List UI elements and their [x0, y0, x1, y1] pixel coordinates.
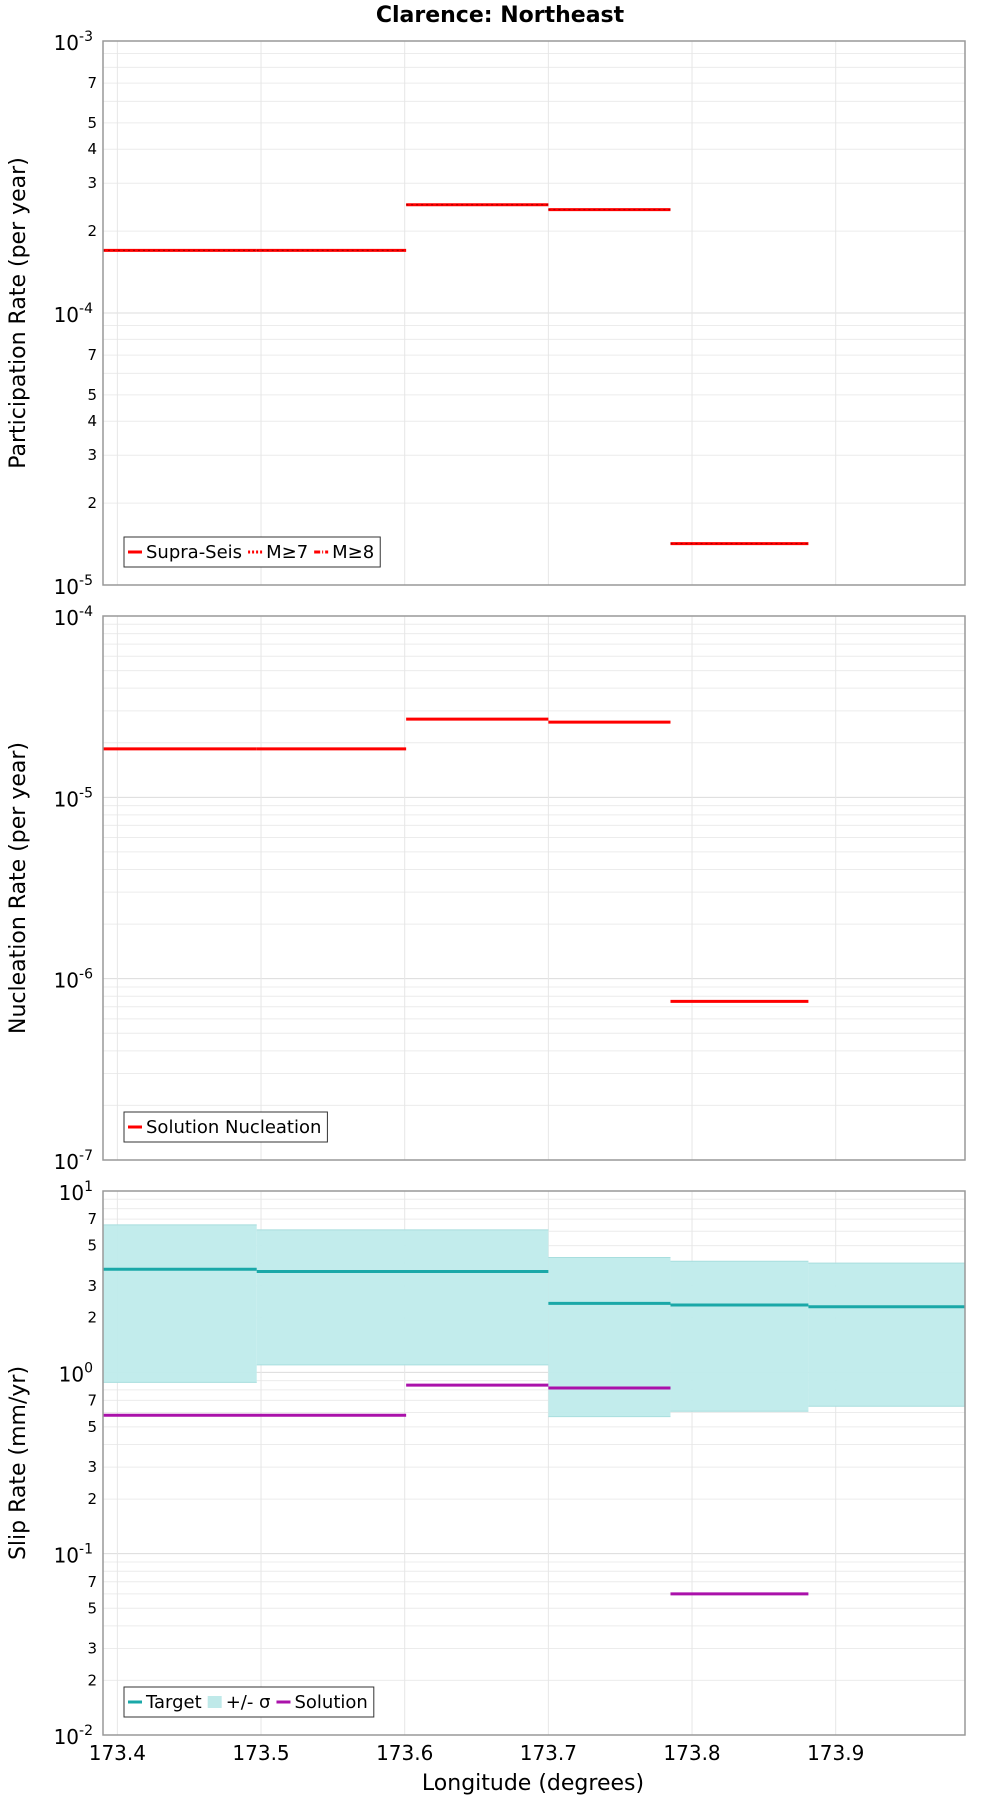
y-axis-label: Participation Rate (per year)	[6, 157, 31, 469]
legend-label: Solution Nucleation	[146, 1117, 321, 1138]
y-minor-label: 5	[87, 1237, 97, 1255]
y-minor-label: 3	[87, 1639, 97, 1657]
y-axis-label: Nucleation Rate (per year)	[6, 742, 31, 1034]
y-minor-label: 2	[87, 1309, 97, 1327]
y-minor-label: 7	[87, 346, 97, 364]
legend-box	[123, 1111, 328, 1143]
chart-title: Clarence: Northeast	[376, 3, 625, 28]
x-tick-label: 173.5	[232, 1741, 289, 1765]
panel-2: 10-7 10-6 10-5 10-4 Nucleation Rate (per yea…	[6, 604, 966, 1174]
x-axis-label: Longitude (degrees)	[422, 1771, 644, 1796]
y-minor-label: 3	[87, 1277, 97, 1295]
band-segment	[103, 1224, 257, 1383]
legend: Supra-Seis M≥7 M≥8	[123, 536, 381, 568]
y-minor-label: 2	[87, 494, 97, 512]
y-minor-label: 7	[87, 1573, 97, 1591]
y-tick-label: 10-2	[54, 1723, 93, 1749]
y-tick-label: 10-6	[54, 967, 94, 993]
y-tick-label: 10-7	[54, 1148, 93, 1174]
y-minor-label: 5	[87, 386, 97, 404]
y-minor-label: 3	[87, 1458, 97, 1476]
legend: Target +/- σ Solution	[123, 1686, 375, 1718]
y-tick-label: 10-5	[54, 785, 93, 811]
plot-area	[103, 616, 965, 1160]
y-minor-label: 3	[87, 174, 97, 192]
y-tick-label: 10-4	[54, 301, 94, 327]
band-segment	[808, 1263, 965, 1407]
y-minor-label: 5	[87, 1599, 97, 1617]
y-minor-label: 3	[87, 446, 97, 464]
y-minor-label: 4	[87, 140, 97, 158]
legend-label: Supra-Seis	[146, 542, 242, 563]
y-tick-label: 10-4	[54, 604, 94, 630]
y-tick-label: 10-5	[54, 573, 93, 599]
panel-1: 10-5 10-4 10-3 2 3 4 5 7 2 3 4 5 7 Participation Rate…	[6, 29, 966, 599]
y-minor-label: 4	[87, 412, 97, 430]
legend-label: Solution	[294, 1692, 367, 1713]
y-axis-label: Slip Rate (mm/yr)	[6, 1366, 31, 1560]
band-segment	[256, 1229, 549, 1365]
legend-swatch	[207, 1696, 222, 1708]
plot-frame	[102, 40, 966, 586]
legend-label: M≥7	[266, 542, 308, 563]
plot-frame	[102, 615, 966, 1161]
legend-label: M≥8	[332, 542, 374, 563]
y-tick-label: 101	[59, 1179, 93, 1205]
band-segment	[548, 1257, 671, 1417]
x-tick-label: 173.6	[376, 1741, 433, 1765]
y-tick-label: 100	[59, 1360, 93, 1386]
x-tick-label: 173.9	[807, 1741, 864, 1765]
y-minor-label: 2	[87, 1671, 97, 1689]
legend-label: Target	[145, 1692, 202, 1713]
x-tick-label: 173.7	[520, 1741, 577, 1765]
band-segment	[670, 1261, 809, 1412]
y-minor-label: 5	[87, 1418, 97, 1436]
legend-box	[123, 1686, 375, 1718]
x-tick-label: 173.4	[89, 1741, 146, 1765]
legend: Solution Nucleation	[123, 1111, 328, 1143]
x-tick-label: 173.8	[663, 1741, 720, 1765]
y-minor-label: 2	[87, 222, 97, 240]
y-minor-label: 7	[87, 1391, 97, 1409]
panels: 10-5 10-4 10-3 2 3 4 5 7 2 3 4 5 7 Participation Rate…	[6, 29, 966, 1765]
y-minor-label: 7	[87, 74, 97, 92]
y-minor-label: 5	[87, 114, 97, 132]
legend-label: +/- σ	[226, 1692, 271, 1713]
y-minor-label: 2	[87, 1490, 97, 1508]
y-tick-label: 10-3	[54, 29, 93, 55]
plot-frame	[102, 1190, 966, 1736]
y-tick-label: 10-1	[54, 1542, 93, 1568]
panel-3: 10-2 10-1 100 101 2 3 5 7 2 3 5 7 2 3 5 7 Slip Rate (mm/…	[6, 1179, 966, 1749]
y-minor-label: 7	[87, 1210, 97, 1228]
